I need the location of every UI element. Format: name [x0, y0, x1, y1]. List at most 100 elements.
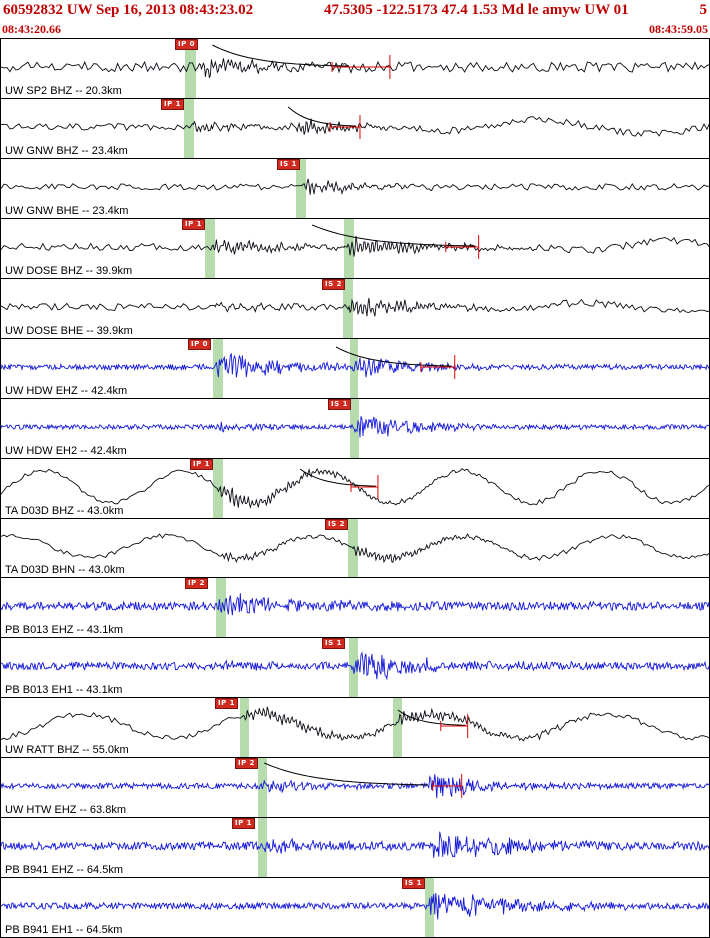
waveform-plot[interactable]	[1, 279, 709, 338]
pick-highlight-band	[213, 338, 223, 398]
trace-station-label: TA D03D BHN -- 43.0km	[5, 564, 125, 577]
trace-station-label: PB B013 EH1 -- 43.1km	[5, 684, 123, 697]
pick-highlight-band	[240, 698, 249, 758]
trace-station-label: PB B941 EHZ -- 64.5km	[5, 864, 123, 877]
trace-panel[interactable]: IP 2 PB B013 EHZ -- 43.1km	[1, 578, 709, 639]
event-count: 5	[699, 2, 708, 18]
trace-station-label: UW GNW BHE -- 23.4km	[5, 204, 129, 217]
coda-decay-curve	[287, 106, 357, 127]
pick-flag[interactable]: IP 1	[232, 818, 256, 830]
pick-highlight-band	[393, 698, 402, 758]
waveform-trace	[1, 415, 709, 438]
waveform-plot[interactable]	[1, 638, 709, 697]
waveform-trace	[1, 58, 709, 78]
pick-flag[interactable]: IS 2	[325, 518, 348, 530]
window-start-time: 08:43:20.66	[2, 22, 61, 36]
pick-flag[interactable]: IS 1	[277, 158, 300, 170]
waveform-trace	[1, 532, 709, 563]
pick-flag[interactable]: IS 1	[402, 878, 425, 890]
pick-highlight-band	[205, 218, 215, 278]
coda-decay-curve	[397, 709, 466, 727]
trace-area: IP 0 UW SP2 BHZ -- 20.3km IP 1 UW GNW BH…	[0, 38, 710, 938]
pick-highlight-band	[350, 398, 359, 458]
waveform-trace	[1, 831, 709, 859]
pick-flag[interactable]: IS 1	[328, 398, 351, 410]
pick-flag[interactable]: IP 1	[190, 458, 214, 470]
trace-panel[interactable]: IS 2 TA D03D BHN -- 43.0km	[1, 518, 709, 579]
trace-station-label: PB B941 EH1 -- 64.5km	[5, 924, 123, 937]
trace-panel[interactable]: IS 2 UW DOSE BHE -- 39.9km	[1, 278, 709, 339]
coda-decay-curve	[264, 762, 428, 786]
trace-station-label: UW RATT BHZ -- 55.0km	[5, 744, 129, 757]
waveform-plot[interactable]	[1, 159, 709, 218]
trace-panel[interactable]: IP 0 UW SP2 BHZ -- 20.3km	[1, 39, 709, 99]
trace-station-label: UW HDW EHZ -- 42.4km	[5, 384, 128, 397]
trace-panel[interactable]: IP 1 UW RATT BHZ -- 55.0km	[1, 698, 709, 759]
trace-panel[interactable]: IS 1 UW HDW EH2 -- 42.4km	[1, 398, 709, 459]
waveform-plot[interactable]	[1, 578, 709, 637]
waveform-trace	[1, 178, 709, 196]
trace-station-label: UW HTW EHZ -- 63.8km	[5, 804, 126, 817]
waveform-plot[interactable]	[1, 758, 709, 817]
pick-highlight-band	[296, 158, 306, 218]
pick-flag[interactable]: IP 2	[185, 578, 209, 590]
trace-panel[interactable]: IS 1 PB B941 EH1 -- 64.5km	[1, 878, 709, 938]
coda-decay-curve	[335, 346, 452, 367]
trace-panel[interactable]: IP 1 TA D03D BHZ -- 43.0km	[1, 458, 709, 519]
trace-station-label: TA D03D BHZ -- 43.0km	[5, 504, 124, 517]
waveform-trace	[1, 651, 709, 681]
waveform-plot[interactable]	[1, 519, 709, 578]
event-id-time: 60592832 UW Sep 16, 2013 08:43:23.02	[3, 2, 254, 18]
waveform-trace	[1, 593, 709, 616]
window-end-time: 08:43:59.05	[649, 22, 708, 36]
trace-station-label: UW DOSE BHZ -- 39.9km	[5, 264, 133, 277]
pick-highlight-band	[184, 98, 194, 158]
pick-highlight-band	[213, 458, 223, 518]
pick-flag[interactable]: IS 2	[322, 278, 345, 290]
coda-decay-curve	[212, 44, 349, 67]
pick-highlight-band	[216, 578, 226, 638]
waveform-plot[interactable]	[1, 339, 709, 398]
pick-flag[interactable]: IP 1	[215, 698, 239, 710]
waveform-plot[interactable]	[1, 219, 709, 278]
pick-flag[interactable]: IP 0	[188, 338, 212, 350]
trace-panel[interactable]: IP 2 UW HTW EHZ -- 63.8km	[1, 758, 709, 819]
event-header: 60592832 UW Sep 16, 2013 08:43:23.02 47.…	[0, 0, 710, 21]
trace-panel[interactable]: IP 1 UW DOSE BHZ -- 39.9km	[1, 218, 709, 279]
pick-flag[interactable]: IP 0	[175, 39, 199, 50]
trace-panel[interactable]: IS 1 UW GNW BHE -- 23.4km	[1, 158, 709, 219]
pick-flag[interactable]: IP 2	[235, 758, 259, 770]
trace-station-label: UW DOSE BHE -- 39.9km	[5, 324, 133, 337]
pick-highlight-band	[425, 878, 434, 938]
pick-highlight-band	[185, 39, 196, 98]
waveform-plot[interactable]	[1, 399, 709, 458]
waveform-plot[interactable]	[1, 39, 709, 98]
trace-panel[interactable]: IS 1 PB B013 EH1 -- 43.1km	[1, 638, 709, 699]
trace-panel[interactable]: IP 1 UW GNW BHZ -- 23.4km	[1, 98, 709, 159]
waveform-plot[interactable]	[1, 698, 709, 757]
waveform-trace	[1, 893, 709, 920]
pick-highlight-band	[258, 818, 267, 878]
waveform-plot[interactable]	[1, 818, 709, 877]
coda-decay-curve	[311, 224, 476, 247]
waveform-trace	[1, 235, 709, 257]
waveform-trace	[1, 467, 709, 509]
waveform-plot[interactable]	[1, 99, 709, 158]
trace-station-label: UW SP2 BHZ -- 20.3km	[5, 84, 122, 97]
waveform-trace	[1, 706, 709, 742]
waveform-plot[interactable]	[1, 459, 709, 518]
trace-panel[interactable]: IP 0 UW HDW EHZ -- 42.4km	[1, 338, 709, 399]
time-axis-bar: 08:43:20.66 08:43:59.05	[0, 21, 710, 38]
trace-station-label: PB B013 EHZ -- 43.1km	[5, 624, 123, 637]
waveform-trace	[1, 774, 709, 799]
trace-station-label: UW GNW BHZ -- 23.4km	[5, 144, 128, 157]
event-location-magnitude: 47.5305 -122.5173 47.4 1.53 Md le amyw U…	[323, 2, 629, 18]
pick-flag[interactable]: IP 1	[182, 218, 206, 230]
waveform-trace	[1, 297, 709, 317]
waveform-plot[interactable]	[1, 878, 709, 937]
pick-flag[interactable]: IP 1	[161, 98, 185, 110]
pick-flag[interactable]: IS 1	[322, 638, 345, 650]
trace-panel[interactable]: IP 1 PB B941 EHZ -- 64.5km	[1, 818, 709, 879]
waveform-trace	[1, 352, 709, 378]
